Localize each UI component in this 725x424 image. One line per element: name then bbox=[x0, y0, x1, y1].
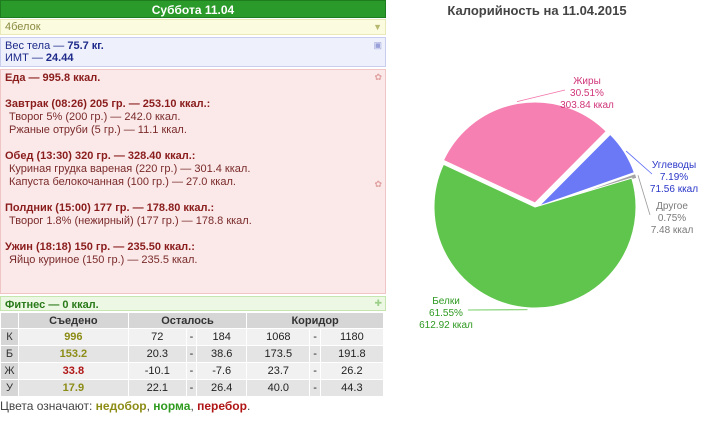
range-dash: - bbox=[309, 379, 321, 397]
fitness-box: Фитнес — 0 ккал. ✚ bbox=[0, 296, 386, 311]
fitness-icon[interactable]: ✚ bbox=[374, 298, 382, 308]
pie-slice[interactable] bbox=[538, 133, 635, 207]
protein-note-text: 4белок bbox=[5, 21, 41, 33]
eaten-value: 996 bbox=[18, 328, 129, 346]
table-row: Б 153.2 20.3-38.6 173.5-191.8 bbox=[0, 345, 385, 363]
pie-label-value: 71.56 ккал bbox=[650, 184, 698, 195]
range-dash: - bbox=[185, 328, 198, 346]
remaining-min: 72 bbox=[127, 328, 187, 346]
pie-label-name: Другое bbox=[656, 201, 688, 212]
meal-snack-title[interactable]: Полдник (15:00) 177 гр. — 178.80 ккал.: bbox=[5, 202, 215, 214]
pie-leader-line bbox=[516, 89, 566, 102]
scale-icon[interactable]: ▣ bbox=[373, 40, 382, 50]
range-dash: - bbox=[309, 328, 321, 346]
weight-label: Вес тела — bbox=[5, 40, 68, 52]
range-dash: - bbox=[185, 379, 198, 397]
range-max: 1180 bbox=[319, 328, 385, 346]
remaining-max: 38.6 bbox=[196, 345, 248, 363]
row-label: У bbox=[0, 379, 19, 397]
range-max: 44.3 bbox=[319, 379, 385, 397]
pie-label-name: Белки bbox=[432, 296, 460, 307]
color-legend: Цвета означают: недобор, норма, перебор. bbox=[0, 399, 386, 413]
eaten-value: 153.2 bbox=[18, 345, 129, 363]
range-dash: - bbox=[309, 362, 321, 380]
pie-label-name: Углеводы bbox=[652, 160, 696, 171]
range-min: 40.0 bbox=[246, 379, 311, 397]
protein-note-strip[interactable]: 4белок ▼ bbox=[0, 19, 386, 35]
remaining-min: -10.1 bbox=[127, 362, 187, 380]
pie-label-value: 303.84 ккал bbox=[560, 100, 614, 111]
range-max: 191.8 bbox=[319, 345, 385, 363]
range-min: 23.7 bbox=[246, 362, 311, 380]
legend-under: недобор bbox=[95, 399, 147, 413]
food-edit-icon[interactable]: ✿ bbox=[374, 179, 382, 189]
pie-label-percent: 7.19% bbox=[660, 172, 688, 183]
row-label: Б bbox=[0, 345, 19, 363]
bmi-label: ИМТ — bbox=[5, 52, 46, 64]
table-row: Ж 33.8 -10.1- -7.6 23.7-26.2 bbox=[0, 362, 385, 380]
food-box: ✿ ✿ Еда — 995.8 ккал. Завтрак (08:26) 20… bbox=[0, 69, 386, 294]
eaten-value: 17.9 bbox=[18, 379, 129, 397]
pie-label-value: 612.92 ккал bbox=[419, 320, 473, 331]
food-item: Творог 1.8% (нежирный) (177 гр.) — 178.8… bbox=[9, 215, 252, 227]
food-item: Капуста белокочанная (100 гр.) — 27.0 кк… bbox=[9, 176, 236, 188]
legend-over: перебор bbox=[197, 399, 247, 413]
chart-title: Калорийность на 11.04.2015 bbox=[447, 3, 627, 18]
table-row: У 17.9 22.1-26.4 40.0-44.3 bbox=[0, 379, 385, 397]
pie-leader-line bbox=[625, 150, 653, 175]
meal-dinner-title[interactable]: Ужин (18:18) 150 гр. — 235.50 ккал.: bbox=[5, 241, 195, 253]
range-dash: - bbox=[309, 345, 321, 363]
meal-breakfast-title[interactable]: Завтрак (08:26) 205 гр. — 253.10 ккал.: bbox=[5, 98, 211, 110]
nutrition-table: Съедено Осталось Коридор К 996 72-184 1068-… bbox=[0, 312, 385, 397]
food-item: Куриная грудка вареная (220 гр.) — 301.4… bbox=[9, 163, 251, 175]
food-item: Яйцо куриное (150 гр.) — 235.5 ккал. bbox=[9, 254, 198, 266]
legend-norm: норма bbox=[153, 399, 191, 413]
row-label: Ж bbox=[0, 362, 19, 380]
col-header-eaten: Съедено bbox=[18, 312, 129, 329]
range-min: 173.5 bbox=[246, 345, 311, 363]
legend-end: . bbox=[246, 399, 251, 413]
range-dash: - bbox=[185, 345, 198, 363]
legend-sep: , bbox=[146, 399, 154, 413]
weight-value: 75.7 кг. bbox=[67, 40, 104, 52]
collapse-arrow-icon[interactable]: ▼ bbox=[373, 22, 382, 32]
food-item: Ржаные отруби (5 гр.) — 11.1 ккал. bbox=[9, 124, 187, 136]
range-dash: - bbox=[185, 362, 198, 380]
remaining-max: 184 bbox=[196, 328, 248, 346]
pie-label-percent: 61.55% bbox=[429, 308, 463, 319]
remaining-min: 20.3 bbox=[127, 345, 187, 363]
pie-leader-line bbox=[637, 175, 651, 216]
range-max: 26.2 bbox=[319, 362, 385, 380]
pie-label-value: 7.48 ккал bbox=[651, 225, 694, 236]
table-row: К 996 72-184 1068-1180 bbox=[0, 328, 385, 346]
pie-label-percent: 30.51% bbox=[570, 88, 604, 99]
calorie-chart-panel: Калорийность на 11.04.2015 Жиры 30.51% 303… bbox=[392, 0, 725, 424]
food-total: Еда — 995.8 ккал. bbox=[5, 72, 101, 84]
pie-slice[interactable] bbox=[442, 101, 607, 204]
meal-lunch-title[interactable]: Обед (13:30) 320 гр. — 328.40 ккал.: bbox=[5, 150, 196, 162]
day-header[interactable]: Суббота 11.04 bbox=[0, 0, 386, 18]
food-item: Творог 5% (200 гр.) — 242.0 ккал. bbox=[9, 111, 181, 123]
remaining-min: 22.1 bbox=[127, 379, 187, 397]
remaining-max: 26.4 bbox=[196, 379, 248, 397]
body-metrics-box: ▣ Вес тела — 75.7 кг. ИМТ — 24.44 bbox=[0, 37, 386, 67]
remaining-max: -7.6 bbox=[196, 362, 248, 380]
bmi-value: 24.44 bbox=[45, 52, 74, 64]
pie-label-percent: 0.75% bbox=[658, 213, 686, 224]
diary-panel: Суббота 11.04 4белок ▼ ▣ Вес тела — 75.7… bbox=[0, 0, 386, 413]
pie-label-name: Жиры bbox=[573, 76, 601, 87]
range-min: 1068 bbox=[246, 328, 311, 346]
legend-prefix: Цвета означают: bbox=[0, 399, 96, 413]
col-header-remaining: Осталось bbox=[127, 312, 248, 329]
table-corner bbox=[0, 312, 19, 329]
eaten-value: 33.8 bbox=[18, 362, 129, 380]
row-label: К bbox=[0, 328, 19, 346]
col-header-range: Коридор bbox=[246, 312, 384, 329]
pie-slice[interactable] bbox=[433, 163, 637, 309]
fitness-total: Фитнес — 0 ккал. bbox=[5, 299, 99, 311]
food-icon[interactable]: ✿ bbox=[374, 72, 382, 82]
legend-sep: , bbox=[190, 399, 198, 413]
